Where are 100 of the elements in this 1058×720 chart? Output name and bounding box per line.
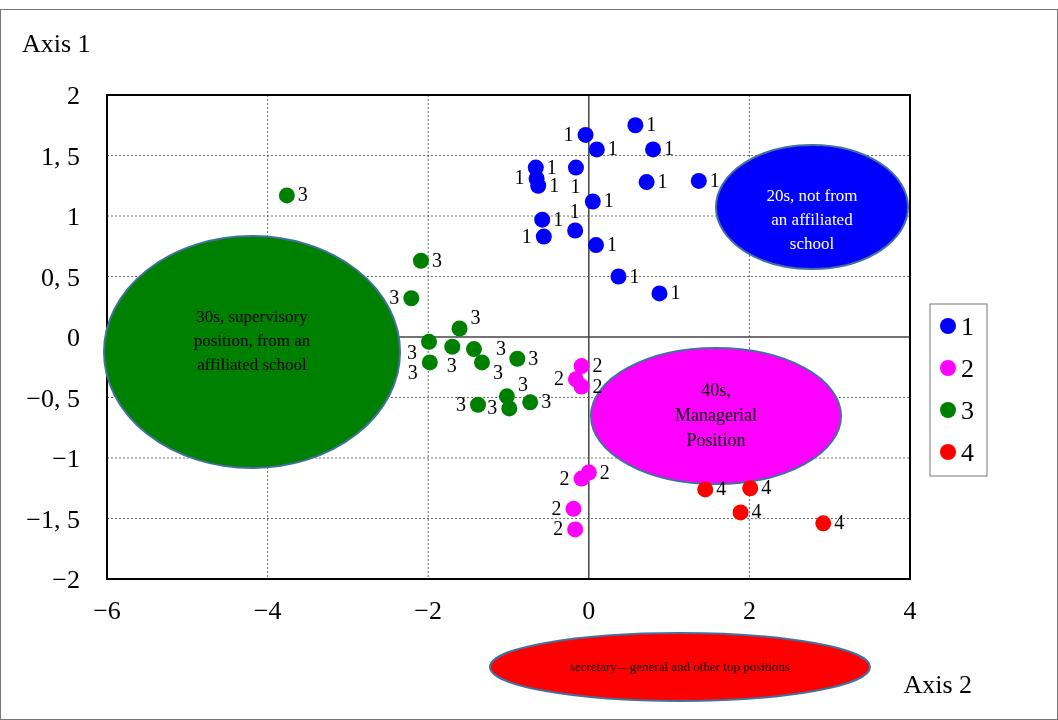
point <box>815 515 832 532</box>
point <box>565 500 582 517</box>
text: 3 <box>455 392 466 415</box>
text: 1 <box>657 170 668 193</box>
text: 1 <box>603 189 614 212</box>
point <box>573 378 590 395</box>
point <box>421 354 438 371</box>
x-tick-label: −4 <box>253 596 282 625</box>
x-tick-label: −2 <box>414 596 443 625</box>
text: 3 <box>407 361 418 384</box>
point <box>535 228 552 245</box>
x-tick-label: −6 <box>93 596 121 625</box>
point <box>412 252 429 269</box>
point <box>732 504 749 521</box>
point <box>465 341 482 358</box>
text: 1 <box>570 174 581 197</box>
legend-label: 3 <box>961 396 974 425</box>
point <box>577 126 594 143</box>
text: 1 <box>607 137 618 160</box>
point <box>638 174 655 191</box>
y-tick-label: 0, 5 <box>41 262 80 292</box>
text: 4 <box>834 511 845 534</box>
point <box>567 222 584 239</box>
text: 3 <box>389 286 400 309</box>
annotation: 30s, supervisory position, from an affiliated school <box>193 307 311 374</box>
text: 1 <box>553 207 564 230</box>
point <box>610 268 627 285</box>
point <box>567 521 584 538</box>
text: 2 <box>559 466 570 489</box>
text: 1 <box>709 168 720 191</box>
y-tick-label: 1, 5 <box>41 141 80 171</box>
point <box>509 350 526 367</box>
point <box>573 470 590 487</box>
legend-label: 1 <box>961 312 974 341</box>
annotation: 40s, Managerial Position <box>675 380 757 451</box>
point <box>278 187 295 204</box>
point <box>522 394 539 411</box>
x-tick-label: 4 <box>903 596 917 625</box>
x-tick-label: 0 <box>582 596 596 625</box>
text: 3 <box>470 305 481 328</box>
text: 3 <box>495 337 506 360</box>
text: 1 <box>664 137 675 160</box>
legend-label: 4 <box>961 438 974 467</box>
annotation: 20s, not from an affiliated school <box>766 186 858 253</box>
point <box>627 117 644 134</box>
point <box>421 333 437 350</box>
text: 3 <box>407 340 417 363</box>
text: 3 <box>297 183 308 206</box>
text: 3 <box>487 396 498 419</box>
y-tick-label: 2 <box>67 81 80 110</box>
text: 1 <box>521 224 532 247</box>
point <box>690 172 707 189</box>
y-axis-title: Axis 1 <box>22 29 91 58</box>
point <box>403 290 420 307</box>
point <box>645 141 662 158</box>
text: 2 <box>599 460 610 483</box>
y-tick-label: 0 <box>67 323 80 352</box>
text: 1 <box>607 233 618 256</box>
text: 2 <box>553 517 564 540</box>
text: 2 <box>592 374 603 397</box>
text: 2 <box>551 496 562 519</box>
text: 1 <box>670 281 681 304</box>
y-tick-label: −2 <box>52 565 80 594</box>
point <box>534 211 551 228</box>
y-tick-label: −1 <box>52 444 80 473</box>
text: 1 <box>646 113 657 136</box>
point <box>697 481 714 498</box>
point <box>588 141 605 158</box>
y-tick-label: −1, 5 <box>26 504 80 534</box>
text: 3 <box>431 248 442 271</box>
text: 1 <box>629 264 640 287</box>
point <box>444 338 461 355</box>
text: 3 <box>493 361 503 384</box>
point <box>474 354 490 371</box>
text: 4 <box>761 476 772 499</box>
text: 2 <box>553 367 564 390</box>
point <box>588 237 605 254</box>
point <box>651 285 668 302</box>
point <box>469 396 486 413</box>
x-axis-title: Axis 2 <box>903 670 972 699</box>
y-tick-label: 1 <box>67 202 80 231</box>
text: 3 <box>446 353 457 376</box>
text: 3 <box>541 390 552 413</box>
text: secretary—general and other top positions <box>569 659 791 674</box>
text: 1 <box>563 122 574 145</box>
point <box>573 358 590 375</box>
legend-label: 2 <box>961 354 974 383</box>
point <box>567 159 584 176</box>
point <box>501 400 518 417</box>
point <box>451 320 468 337</box>
point <box>584 193 601 210</box>
x-tick-label: 2 <box>742 596 756 625</box>
text: 3 <box>528 346 539 369</box>
text: 4 <box>751 500 762 523</box>
y-tick-label: −0, 5 <box>26 383 80 413</box>
text: 2 <box>592 354 603 377</box>
text: 3 <box>517 373 528 396</box>
point <box>742 480 759 497</box>
text: 1 <box>514 166 525 189</box>
text: 1 <box>569 199 580 222</box>
